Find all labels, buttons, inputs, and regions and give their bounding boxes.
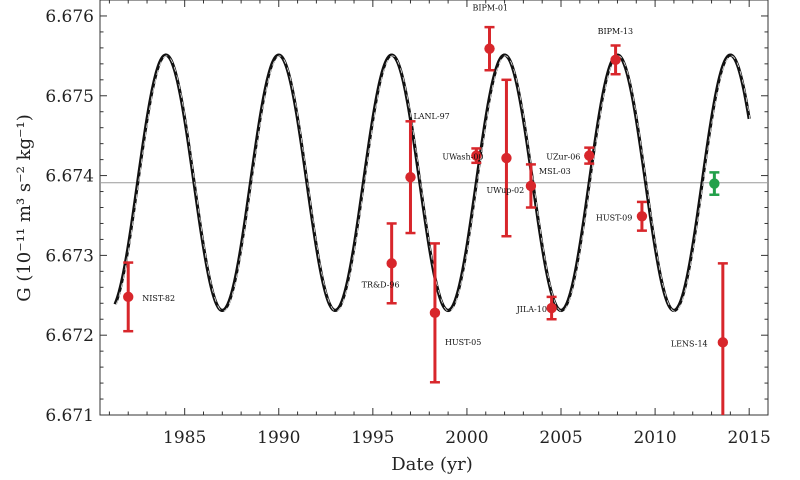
y-tick-label: 6.672 <box>45 326 94 346</box>
point-msl-03-marker <box>525 180 537 192</box>
y-tick-label: 6.671 <box>45 406 94 426</box>
y-tick-label: 6.675 <box>45 87 94 107</box>
point-lens-14-marker <box>717 337 729 348</box>
fit-curve-dashed <box>115 55 751 312</box>
point-hust-09-label: HUST-09 <box>596 213 632 222</box>
point-bipm-13-label: BIPM-13 <box>598 27 634 36</box>
x-tick-label: 1985 <box>163 428 206 448</box>
point-lanl-97-label: LANL-97 <box>413 112 449 121</box>
point-bipm-01-label: BIPM-01 <box>473 4 509 13</box>
data-points-layer <box>123 25 729 415</box>
point-hust-05-label: HUST-05 <box>445 338 481 347</box>
point-hust-09-marker <box>636 211 648 222</box>
point-uwash-00-label: UWash-00 <box>442 153 483 162</box>
point-green-marker <box>709 178 720 189</box>
x-tick-label: 2005 <box>539 428 582 448</box>
x-axis-label: Date (yr) <box>391 454 473 475</box>
point-lens-14-label: LENS-14 <box>671 339 708 348</box>
point-msl-03-label: MSL-03 <box>539 167 571 176</box>
point-nist-82-label: NIST-82 <box>142 294 175 303</box>
point-hust-05-marker <box>429 307 441 319</box>
point-uwup-02-marker <box>501 152 512 164</box>
point-bipm-13-marker <box>610 54 621 66</box>
axis-ticks-layer: 1985 1990 1995 2000 2005 2010 2015 6.671 6.672 6.… <box>45 0 771 448</box>
point-tr-d-96-marker <box>386 258 397 269</box>
point-nist-82-marker <box>123 291 134 303</box>
y-axis-label: G (10⁻¹¹ m³ s⁻² kg⁻¹) <box>14 114 35 302</box>
x-tick-label: 1995 <box>351 428 394 448</box>
y-tick-label: 6.676 <box>45 7 94 27</box>
fit-curve-layer <box>113 53 751 313</box>
point-uwup-02-label: UWup-02 <box>486 186 524 195</box>
point-uzur-06-marker <box>584 150 595 161</box>
fit-curve <box>113 53 751 313</box>
point-uwash-00-marker <box>471 150 482 161</box>
point-tr-d-96-label: TR&D-96 <box>362 280 400 289</box>
point-jila-10-marker <box>546 302 557 314</box>
y-tick-label: 6.673 <box>45 246 94 266</box>
point-lanl-97-marker <box>405 171 416 183</box>
point-labels-layer: NIST-82 TR&D-96 LANL-97 HUST-05 UWash-00 BIPM… <box>142 4 707 349</box>
x-tick-label: 2010 <box>633 428 676 448</box>
point-bipm-01-marker <box>484 43 495 54</box>
x-tick-label: 2000 <box>445 428 488 448</box>
x-tick-label: 1990 <box>257 428 300 448</box>
point-jila-10-label: JILA-10 <box>516 305 547 314</box>
point-uzur-06-label: UZur-06 <box>546 153 580 162</box>
y-tick-label: 6.674 <box>45 167 94 187</box>
x-tick-label: 2015 <box>728 428 771 448</box>
